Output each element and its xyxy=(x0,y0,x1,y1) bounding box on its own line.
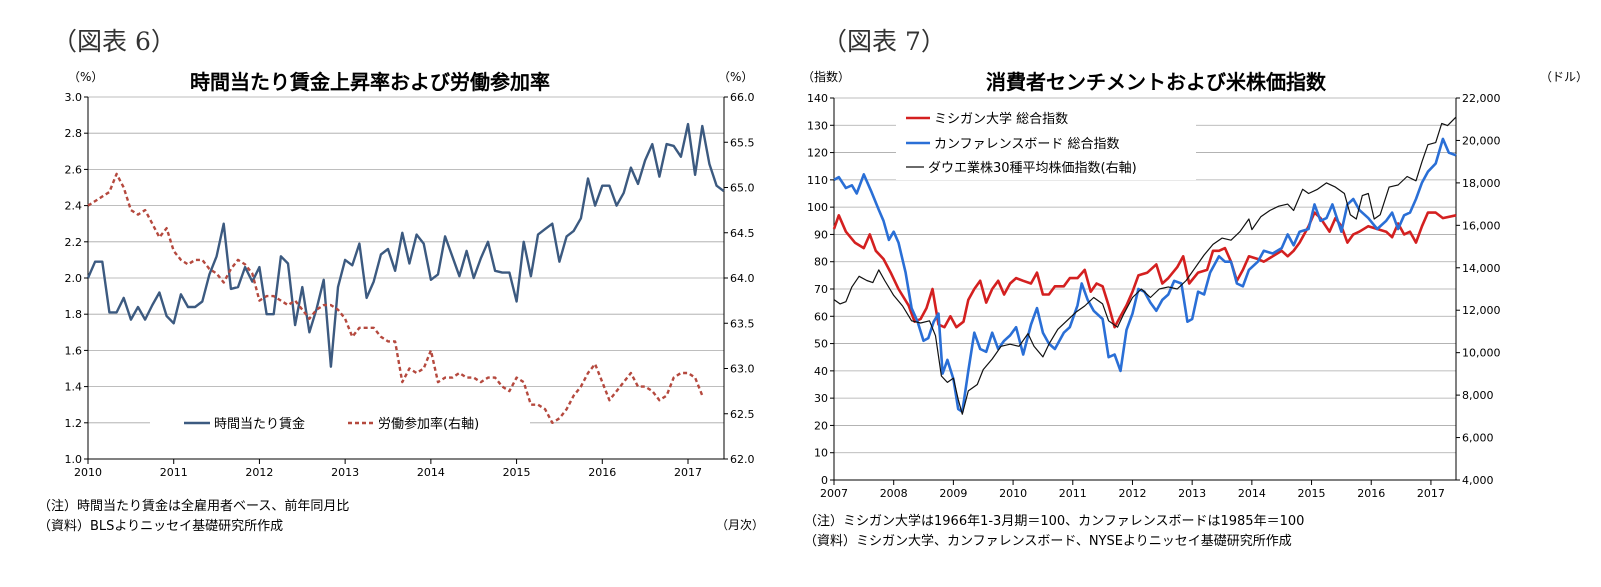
right-axis-unit: （%） xyxy=(718,70,754,84)
y2-tick-label: 62.0 xyxy=(730,453,755,466)
y2-tick-label: 6,000 xyxy=(1462,432,1494,445)
legend-label: カンファレンスボード 総合指数 xyxy=(934,137,1119,152)
series-line-1 xyxy=(86,122,725,368)
y-tick-label: 2.4 xyxy=(65,200,83,213)
legend-background xyxy=(150,410,530,436)
left-axis-unit: （%） xyxy=(68,70,104,84)
y2-tick-label: 20,000 xyxy=(1462,134,1501,147)
y2-tick-label: 65.0 xyxy=(730,182,755,195)
chart-source: （資料）BLSよりニッセイ基礎研究所作成 xyxy=(38,519,284,534)
y2-tick-label: 65.5 xyxy=(730,136,755,149)
y-tick-label: 100 xyxy=(807,201,828,214)
y2-tick-label: 12,000 xyxy=(1462,304,1501,317)
y2-tick-label: 22,000 xyxy=(1462,92,1501,105)
x-tick-label: 2012 xyxy=(245,466,273,479)
x-tick-label: 2016 xyxy=(1357,487,1385,500)
x-tick-label: 2011 xyxy=(160,466,188,479)
sentiment-chart-svg: 0 10 20 30 40 50 60 70 80 90 100 110 120 130 140 4,000 6… xyxy=(807,92,1501,500)
chart-source: （資料）ミシガン大学、カンファレンスボード、NYSEよりニッセイ基礎研究所作成 xyxy=(804,534,1292,549)
x-tick-label: 2012 xyxy=(1118,487,1146,500)
y-tick-label: 70 xyxy=(814,283,828,296)
series-line-3 xyxy=(833,116,1457,415)
y-tick-label: 1.6 xyxy=(65,344,83,357)
left-axis-unit: （指数） xyxy=(802,70,851,84)
x-tick-label: 2008 xyxy=(880,487,908,500)
x-tick-label: 2007 xyxy=(820,487,848,500)
chart-panel-wages: （図表 6） 時間当たり賃金上昇率および労働参加率 （%） （%） （注）時間当… xyxy=(0,0,800,587)
y-tick-label: 60 xyxy=(814,310,828,323)
x-tick-label: 2014 xyxy=(1238,487,1266,500)
x-tick-label: 2015 xyxy=(1298,487,1326,500)
y2-tick-label: 8,000 xyxy=(1462,389,1494,402)
y-tick-label: 2.6 xyxy=(65,163,83,176)
figure-label: （図表 7） xyxy=(822,27,946,56)
y-tick-label: 20 xyxy=(814,419,828,432)
y-tick-label: 2.2 xyxy=(65,236,83,249)
y-tick-label: 2.8 xyxy=(65,127,83,140)
y2-tick-label: 64.0 xyxy=(730,272,755,285)
y2-tick-label: 16,000 xyxy=(1462,219,1501,232)
legend-background xyxy=(896,106,1196,180)
legend-label: ミシガン大学 総合指数 xyxy=(934,111,1068,127)
right-axis-unit: （ドル） xyxy=(1540,70,1589,84)
y2-tick-label: 62.5 xyxy=(730,408,755,421)
x-tick-label: 2010 xyxy=(999,487,1027,500)
chart-note: （注）ミシガン大学は1966年1-3月期＝100、カンファレンスボードは1985… xyxy=(804,514,1305,529)
y2-tick-label: 4,000 xyxy=(1462,474,1494,487)
y2-tick-label: 14,000 xyxy=(1462,262,1501,275)
figure-label: （図表 6） xyxy=(52,27,176,56)
y-tick-label: 0 xyxy=(821,474,828,487)
y2-tick-label: 64.5 xyxy=(730,227,755,240)
chart-panel-sentiment: （図表 7） 消費者センチメントおよび米株価指数 （指数） （ドル） （注）ミシ… xyxy=(800,0,1601,587)
x-tick-label: 2016 xyxy=(588,466,616,479)
x-tick-label: 2015 xyxy=(503,466,531,479)
y-tick-label: 10 xyxy=(814,447,828,460)
y-tick-label: 80 xyxy=(814,256,828,269)
y-tick-label: 110 xyxy=(807,174,828,187)
series-line-2 xyxy=(87,172,704,424)
y2-tick-label: 66.0 xyxy=(730,91,755,104)
x-tick-label: 2011 xyxy=(1059,487,1087,500)
legend-label: 労働参加率(右軸) xyxy=(378,416,479,432)
y2-tick-label: 10,000 xyxy=(1462,347,1501,360)
x-tick-label: 2017 xyxy=(1417,487,1445,500)
y-tick-label: 1.4 xyxy=(65,381,83,394)
legend-label: ダウエ業株30種平均株価指数(右軸) xyxy=(928,160,1137,176)
x-axis-unit: （月次） xyxy=(716,518,765,532)
chart-note: （注）時間当たり賃金は全雇用者ベース、前年同月比 xyxy=(38,499,350,514)
y-tick-label: 40 xyxy=(814,365,828,378)
series-line-2 xyxy=(833,137,1457,414)
series-line-1 xyxy=(832,211,1457,329)
x-tick-label: 2009 xyxy=(939,487,967,500)
chart-title: 消費者センチメントおよび米株価指数 xyxy=(986,70,1326,94)
y-tick-label: 1.0 xyxy=(65,453,83,466)
y2-tick-label: 63.5 xyxy=(730,317,755,330)
y-tick-label: 2.0 xyxy=(65,272,83,285)
y-tick-label: 30 xyxy=(814,392,828,405)
y-tick-label: 1.8 xyxy=(65,308,83,321)
x-tick-label: 2013 xyxy=(1178,487,1206,500)
y-tick-label: 120 xyxy=(807,147,828,160)
x-tick-label: 2010 xyxy=(74,466,102,479)
y-tick-label: 1.2 xyxy=(65,417,83,430)
y-tick-label: 140 xyxy=(807,92,828,105)
y-tick-label: 130 xyxy=(807,119,828,132)
y-tick-label: 90 xyxy=(814,228,828,241)
y2-tick-label: 63.0 xyxy=(730,363,755,376)
y2-tick-label: 18,000 xyxy=(1462,177,1501,190)
x-tick-label: 2017 xyxy=(674,466,702,479)
x-tick-label: 2013 xyxy=(331,466,359,479)
chart-title: 時間当たり賃金上昇率および労働参加率 xyxy=(190,70,550,94)
y-tick-label: 3.0 xyxy=(65,91,83,104)
x-tick-label: 2014 xyxy=(417,466,445,479)
wages-chart-svg: 1.0 1.2 1.4 1.6 1.8 2.0 2.2 2.4 2.6 2.8 3.0 62.0 62.… xyxy=(65,91,755,479)
legend-label: 時間当たり賃金 xyxy=(214,416,305,432)
y-tick-label: 50 xyxy=(814,338,828,351)
